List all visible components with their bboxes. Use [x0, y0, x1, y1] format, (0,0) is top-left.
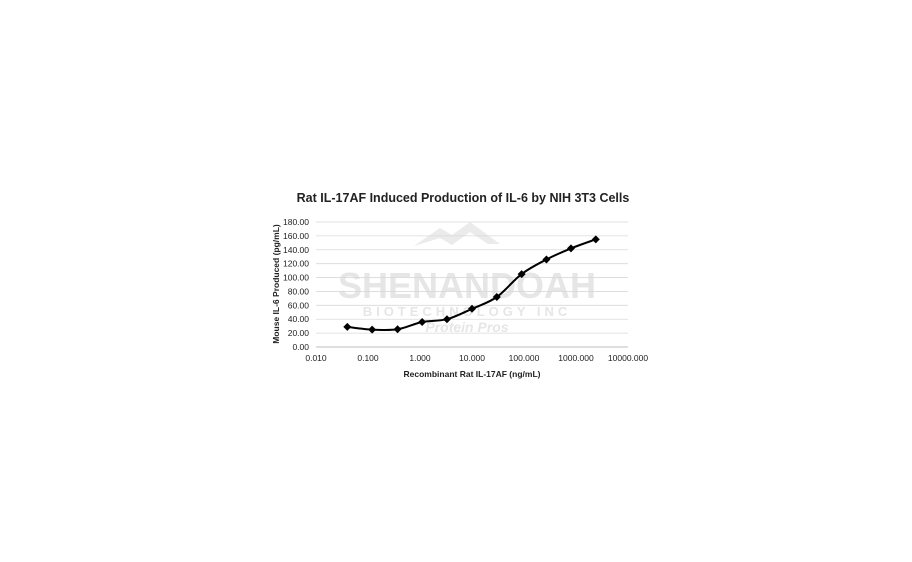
watermark-line1: SHENANDOAH — [338, 265, 596, 306]
x-tick-label: 0.010 — [305, 353, 327, 363]
data-point-marker — [442, 315, 451, 324]
data-point-marker — [591, 235, 600, 244]
y-tick-label: 120.00 — [283, 259, 309, 269]
y-tick-label: 140.00 — [283, 245, 309, 255]
data-point-marker — [368, 325, 377, 334]
data-point-marker — [393, 325, 402, 334]
data-point-marker — [517, 270, 526, 279]
x-tick-label: 0.100 — [357, 353, 379, 363]
watermark-mountain-icon — [414, 222, 500, 246]
y-tick-label: 160.00 — [283, 231, 309, 241]
y-tick-label: 40.00 — [288, 314, 310, 324]
data-point-marker — [566, 244, 575, 253]
gridlines — [316, 221, 628, 334]
y-tick-label: 100.00 — [283, 273, 309, 283]
x-tick-label: 100.000 — [509, 353, 540, 363]
chart-title: Rat IL-17AF Induced Production of IL-6 b… — [297, 191, 630, 205]
x-tick-label: 1.000 — [409, 353, 431, 363]
y-tick-label: 60.00 — [288, 300, 310, 310]
data-point-marker — [492, 293, 501, 301]
series — [343, 235, 600, 334]
y-tick-label: 20.00 — [288, 328, 310, 338]
x-tick-label: 10000.000 — [608, 353, 648, 363]
y-tick-label: 80.00 — [288, 286, 310, 296]
x-tick-label: 1000.000 — [558, 353, 594, 363]
data-point-marker — [542, 255, 551, 264]
data-point-marker — [468, 304, 476, 313]
y-tick-label: 180.00 — [283, 217, 309, 227]
data-point-marker — [343, 322, 352, 331]
x-tick-label: 10.000 — [459, 353, 485, 363]
watermark-line3: Protein Pros — [425, 319, 508, 335]
watermark-logo: SHENANDOAH BIOTECHNOLOGY INC Protein Pro… — [338, 222, 596, 335]
y-tick-label: 0.00 — [292, 342, 309, 352]
tick-labels: 0.00 20.00 40.00 60.00 80.00 100.00 120.00 140.… — [283, 217, 648, 363]
y-axis-title: Mouse IL-6 Produced (pg/mL) — [271, 224, 281, 344]
x-axis-title: Recombinant Rat IL-17AF (ng/mL) — [404, 369, 541, 379]
data-point-marker — [418, 318, 427, 326]
